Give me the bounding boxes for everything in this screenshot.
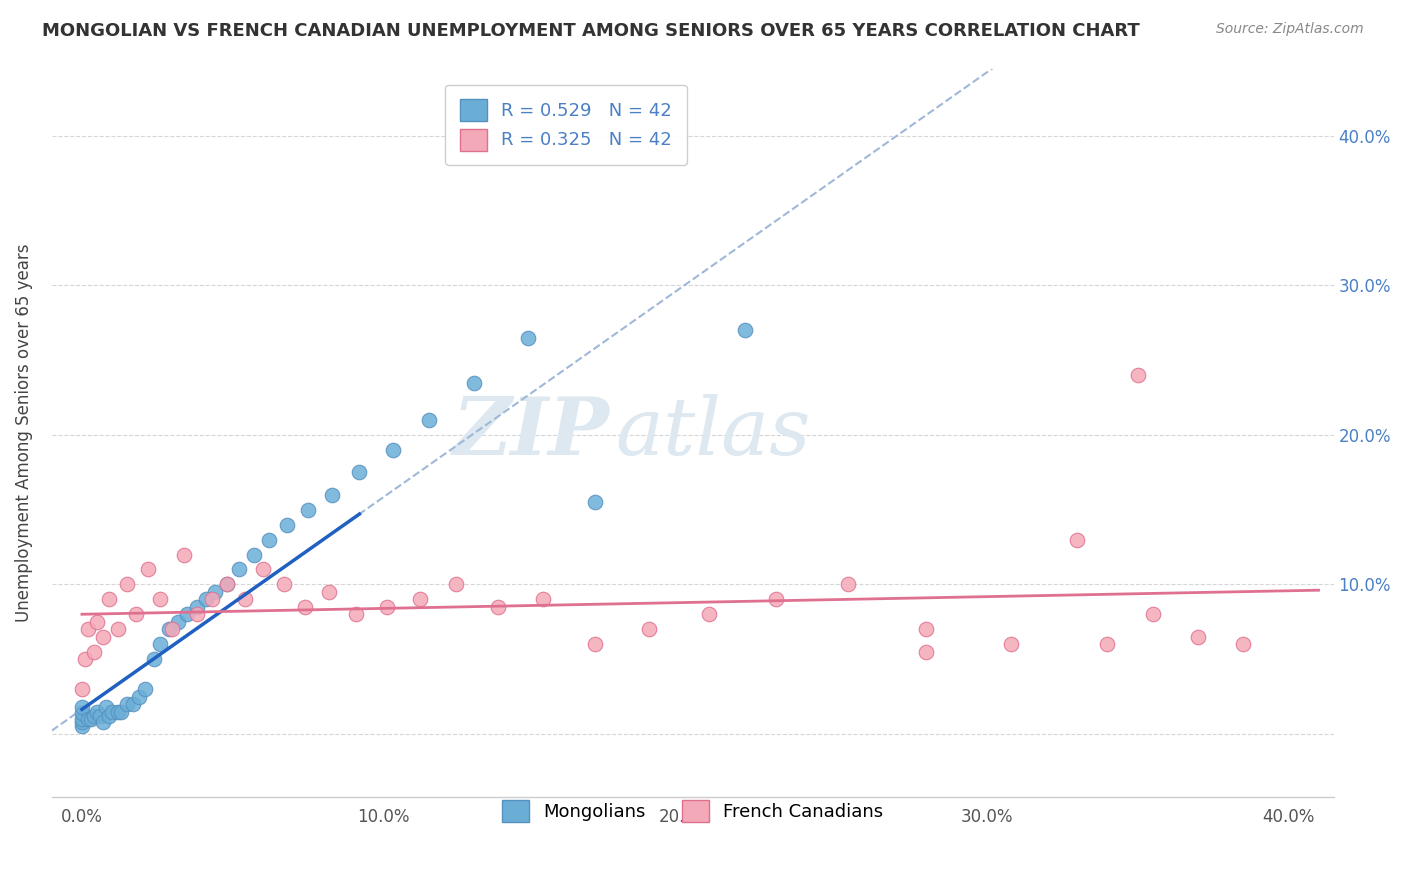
Point bbox=[70, 706, 93, 720]
Point bbox=[1097, 637, 1119, 651]
Point bbox=[70, 712, 93, 726]
Point bbox=[1000, 637, 1022, 651]
Point bbox=[349, 465, 371, 479]
Point bbox=[73, 652, 96, 666]
Point bbox=[409, 592, 432, 607]
Point bbox=[143, 652, 166, 666]
Point bbox=[837, 577, 859, 591]
Point bbox=[94, 700, 117, 714]
Point bbox=[233, 592, 256, 607]
Point bbox=[176, 607, 198, 622]
Point bbox=[86, 705, 108, 719]
Point bbox=[418, 413, 440, 427]
Point bbox=[734, 323, 756, 337]
Point bbox=[444, 577, 467, 591]
Point bbox=[70, 682, 93, 697]
Point bbox=[77, 622, 100, 636]
Point bbox=[70, 714, 93, 729]
Point bbox=[1066, 533, 1088, 547]
Point bbox=[70, 719, 93, 733]
Point bbox=[318, 585, 340, 599]
Point bbox=[1126, 368, 1149, 382]
Point bbox=[83, 709, 105, 723]
Point bbox=[89, 709, 111, 723]
Text: MONGOLIAN VS FRENCH CANADIAN UNEMPLOYMENT AMONG SENIORS OVER 65 YEARS CORRELATIO: MONGOLIAN VS FRENCH CANADIAN UNEMPLOYMEN… bbox=[42, 22, 1140, 40]
Point bbox=[86, 615, 108, 629]
Text: Source: ZipAtlas.com: Source: ZipAtlas.com bbox=[1216, 22, 1364, 37]
Point bbox=[186, 599, 208, 614]
Point bbox=[583, 495, 606, 509]
Point bbox=[83, 645, 105, 659]
Point bbox=[215, 577, 238, 591]
Point bbox=[915, 645, 938, 659]
Y-axis label: Unemployment Among Seniors over 65 years: Unemployment Among Seniors over 65 years bbox=[15, 244, 32, 622]
Point bbox=[321, 488, 343, 502]
Point bbox=[101, 705, 124, 719]
Point bbox=[201, 592, 224, 607]
Point bbox=[70, 700, 93, 714]
Point bbox=[765, 592, 787, 607]
Point bbox=[204, 585, 226, 599]
Point bbox=[125, 607, 148, 622]
Point bbox=[252, 562, 274, 576]
Point bbox=[77, 712, 100, 726]
Point bbox=[583, 637, 606, 651]
Point bbox=[486, 599, 509, 614]
Point bbox=[162, 622, 184, 636]
Point bbox=[186, 607, 208, 622]
Point bbox=[149, 592, 172, 607]
Point bbox=[375, 599, 398, 614]
Point bbox=[157, 622, 180, 636]
Point bbox=[273, 577, 295, 591]
Point bbox=[115, 577, 138, 591]
Point bbox=[91, 714, 114, 729]
Point bbox=[98, 709, 121, 723]
Point bbox=[257, 533, 280, 547]
Point bbox=[344, 607, 367, 622]
Point bbox=[149, 637, 172, 651]
Point bbox=[381, 442, 404, 457]
Text: ZIP: ZIP bbox=[453, 394, 609, 471]
Point bbox=[276, 517, 298, 532]
Point bbox=[80, 712, 103, 726]
Point bbox=[517, 331, 540, 345]
Point bbox=[136, 562, 159, 576]
Point bbox=[98, 592, 121, 607]
Point bbox=[91, 630, 114, 644]
Point bbox=[122, 697, 145, 711]
Point bbox=[915, 622, 938, 636]
Point bbox=[697, 607, 720, 622]
Point bbox=[173, 548, 195, 562]
Point bbox=[228, 562, 250, 576]
Point bbox=[1232, 637, 1254, 651]
Point bbox=[215, 577, 238, 591]
Point bbox=[107, 622, 129, 636]
Point bbox=[531, 592, 554, 607]
Point bbox=[638, 622, 661, 636]
Point bbox=[297, 502, 319, 516]
Point bbox=[1187, 630, 1209, 644]
Point bbox=[110, 705, 132, 719]
Point bbox=[463, 376, 485, 390]
Point bbox=[134, 682, 156, 697]
Point bbox=[107, 705, 129, 719]
Point bbox=[294, 599, 316, 614]
Point bbox=[1142, 607, 1164, 622]
Point bbox=[115, 697, 138, 711]
Text: atlas: atlas bbox=[616, 394, 811, 471]
Point bbox=[243, 548, 266, 562]
Point bbox=[194, 592, 217, 607]
Point bbox=[167, 615, 190, 629]
Point bbox=[128, 690, 150, 704]
Legend: Mongolians, French Canadians: Mongolians, French Canadians bbox=[489, 788, 896, 835]
